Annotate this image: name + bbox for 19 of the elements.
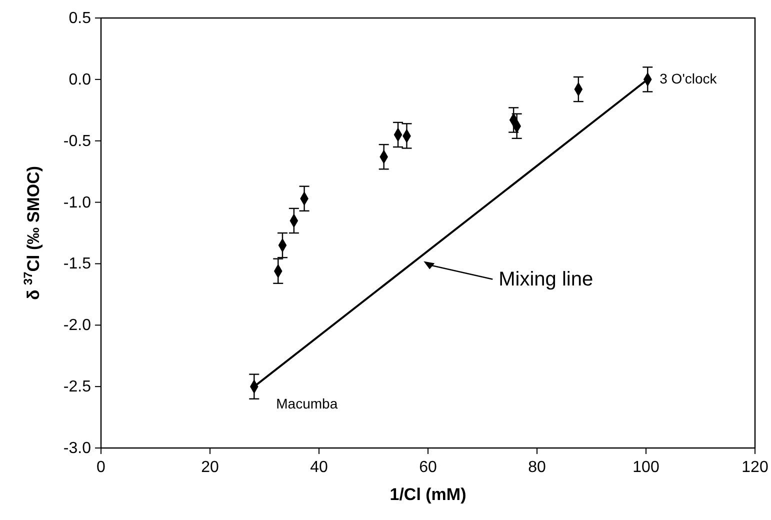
y-tick-label: -3.0 <box>63 440 92 457</box>
x-tick-label: 0 <box>96 459 106 476</box>
y-tick-label: 0.5 <box>68 10 92 27</box>
x-tick-label: 80 <box>528 459 546 476</box>
annotation: Macumba <box>276 396 338 412</box>
x-tick-label: 20 <box>201 459 219 476</box>
y-tick-label: -1.0 <box>63 194 92 212</box>
y-tick-label: -2.0 <box>63 317 92 334</box>
x-tick-label: 60 <box>419 459 437 476</box>
y-tick-label: 0.0 <box>68 71 92 88</box>
x-tick-label: 100 <box>632 459 660 476</box>
y-tick-label: -0.5 <box>63 132 92 150</box>
y-tick-label: -2.5 <box>63 378 92 396</box>
x-axis-title: 1/Cl (mM) <box>390 485 466 504</box>
annotation: 3 O'clock <box>660 70 718 86</box>
annotation: Mixing line <box>498 268 594 290</box>
x-tick-label: 40 <box>310 459 328 476</box>
x-tick-label: 120 <box>742 459 768 476</box>
y-tick-label: -1.5 <box>63 256 92 273</box>
